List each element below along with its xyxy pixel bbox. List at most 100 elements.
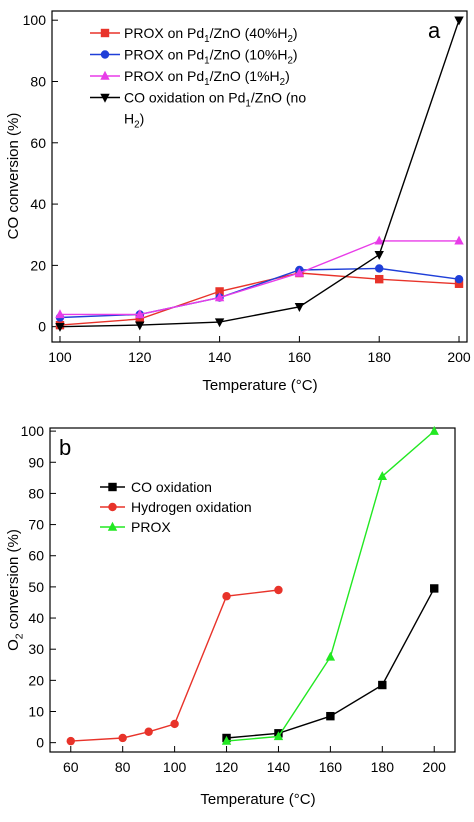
x-tick-label: 140 [208, 349, 232, 365]
x-tick-label: 180 [368, 349, 392, 365]
series-line [59, 19, 460, 328]
y-tick-label: 30 [28, 641, 44, 657]
series-2 [66, 585, 283, 746]
legend: PROX on Pd1​/ZnO (40%H2​)PROX on Pd1​/Zn… [90, 25, 306, 131]
panel-letter: b [59, 435, 71, 460]
legend-item: PROX [100, 519, 171, 535]
x-tick-label: 100 [48, 349, 72, 365]
series-line [226, 430, 435, 742]
x-tick-label: 100 [163, 759, 187, 775]
series-line [59, 267, 460, 319]
x-axis-title: Temperature (°C) [202, 377, 317, 394]
x-tick-label: 200 [423, 759, 447, 775]
data-point [170, 719, 179, 729]
legend-label: PROX [131, 519, 171, 535]
series-line [70, 589, 279, 742]
y-tick-label: 80 [28, 485, 44, 501]
legend-label: PROX on Pd1​/ZnO (10%H2​) [124, 47, 298, 67]
data-point [429, 425, 439, 435]
y-tick-label: 60 [30, 135, 46, 151]
plot-frame [51, 10, 468, 343]
data-point [374, 235, 384, 245]
data-point [378, 680, 387, 690]
legend-item: CO oxidation [100, 479, 212, 495]
data-point [454, 16, 464, 26]
x-tick-label: 140 [267, 759, 291, 775]
legend-label: CO oxidation on Pd1​/ZnO (no [124, 90, 306, 110]
data-point [430, 584, 439, 593]
x-tick-label: 180 [371, 759, 395, 775]
series-1 [55, 268, 464, 330]
data-point [214, 292, 225, 302]
data-point [135, 309, 145, 319]
data-point [454, 274, 464, 284]
x-tick-label: 160 [288, 349, 312, 365]
series-1 [222, 584, 439, 743]
series-line [59, 272, 460, 326]
legend-item: PROX on Pd1​/ZnO (40%H2​) [90, 25, 298, 45]
series-line [60, 240, 459, 316]
data-point [375, 264, 384, 273]
data-point [326, 711, 335, 721]
x-tick-label: 200 [447, 349, 471, 365]
data-point [375, 274, 384, 284]
legend-item: Hydrogen oxidation [100, 499, 252, 515]
legend-label: PROX on Pd1​/ZnO (40%H2​) [124, 25, 298, 45]
data-point [377, 471, 388, 480]
legend-swatch-marker [100, 70, 110, 80]
data-point [454, 279, 464, 288]
legend: CO oxidation Hydrogen oxidation PROX [100, 479, 252, 535]
x-axis-title: Temperature (°C) [200, 791, 315, 808]
y-tick-label: 50 [28, 579, 44, 595]
legend-label: CO oxidation [131, 479, 212, 495]
series-3 [221, 425, 439, 745]
data-point [135, 314, 144, 324]
legend-label: H2​) [124, 111, 144, 131]
data-point [55, 309, 65, 319]
data-point [325, 651, 336, 661]
x-tick-label: 120 [215, 759, 239, 775]
data-point [454, 235, 464, 245]
y-tick-label: 0 [36, 735, 44, 751]
legend-swatch-marker [108, 482, 117, 492]
legend-item: PROX on Pd1​/ZnO (1%H2​) [90, 68, 290, 88]
y-tick-label: 10 [28, 704, 44, 720]
data-point [214, 318, 225, 328]
data-point [374, 250, 384, 260]
data-point [215, 287, 224, 296]
y-tick-label: 20 [30, 257, 46, 273]
legend-swatch-marker [100, 28, 110, 38]
series-4 [55, 16, 464, 332]
legend-swatch-marker [100, 93, 110, 103]
data-point [144, 727, 153, 736]
data-point [221, 735, 232, 745]
y-tick-label: 100 [21, 423, 45, 439]
y-axis-title: O2​ conversion (%) [5, 529, 26, 651]
chart-panel-b: 60 80 100 120 140 160 180 200 0 10 20 30 40 50 60 70 80 9… [5, 423, 456, 808]
plot-frame [49, 427, 456, 753]
x-tick-label: 80 [115, 759, 131, 775]
panel-letter: a [428, 18, 441, 43]
legend-item: PROX on Pd1​/ZnO (10%H2​) [90, 47, 298, 67]
legend-swatch-marker [108, 502, 117, 512]
x-tick-label: 160 [319, 759, 343, 775]
x-tick-label: 120 [128, 349, 152, 365]
data-point [66, 736, 75, 746]
legend-label: Hydrogen oxidation [131, 499, 252, 515]
chart-panel-a: 100 120 140 160 180 200 0 20 40 60 80 100 Temperatur… [5, 10, 471, 394]
data-point [273, 731, 284, 741]
y-tick-label: 20 [28, 672, 44, 688]
data-point [222, 592, 231, 601]
data-point [55, 322, 65, 332]
y-tick-label: 40 [28, 610, 44, 626]
x-tick-label: 60 [63, 759, 79, 775]
y-tick-label: 0 [38, 319, 46, 335]
legend-label: PROX on Pd1​/ZnO (1%H2​) [124, 68, 290, 88]
data-point [294, 303, 305, 312]
legend-swatch-marker [100, 50, 110, 59]
data-point [135, 321, 145, 331]
series-2 [55, 264, 464, 322]
y-tick-label: 60 [28, 548, 44, 564]
